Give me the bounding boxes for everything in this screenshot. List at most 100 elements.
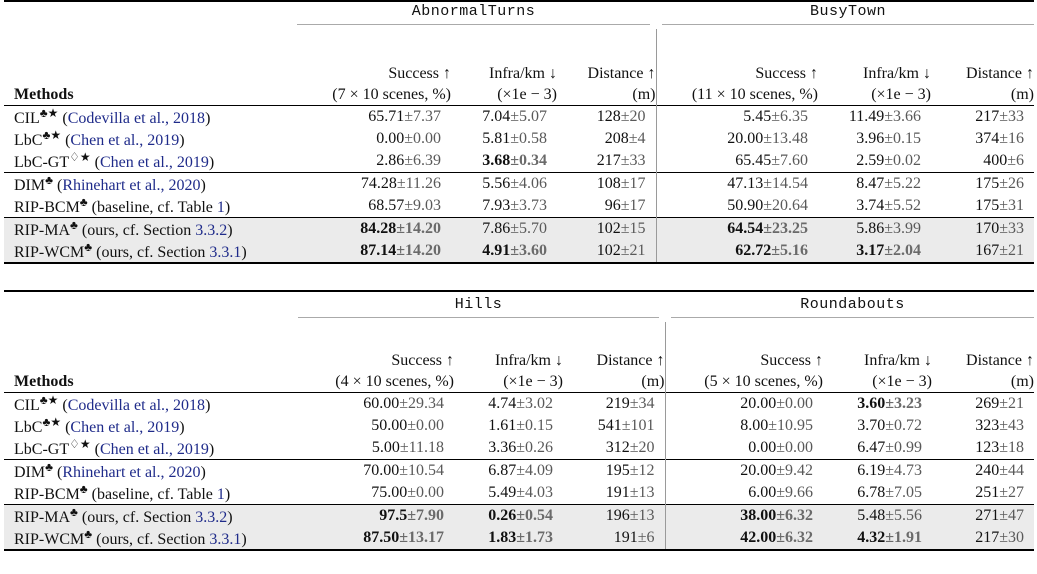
citation-link[interactable]: Codevilla et al., 2018 — [67, 396, 206, 414]
std-number: 14.20 — [405, 219, 441, 237]
citation-prefix: ( — [62, 396, 68, 414]
std-number: 7.90 — [416, 506, 444, 524]
value-cell: 374±16 — [931, 128, 1034, 150]
std-number: 5.52 — [893, 196, 921, 214]
std-value: ±27 — [999, 483, 1024, 501]
method-name: RIP-MA — [14, 221, 71, 239]
mean-value: 196 — [605, 506, 630, 524]
mean-value: 70.00 — [363, 461, 400, 479]
citation-prefix: (baseline, cf. Table — [91, 198, 217, 216]
citation-link[interactable]: 3.3.1 — [209, 530, 242, 548]
std-number: 3.73 — [519, 196, 547, 214]
value-cell: 50.90±20.64 — [656, 195, 818, 218]
value-cell: 0.00±0.00 — [289, 128, 451, 150]
value-cell: 3.36±0.26 — [454, 437, 563, 460]
std-value: ±6.32 — [776, 528, 813, 546]
value-cell: 541±101 — [563, 414, 666, 437]
citation-link[interactable]: 1 — [216, 485, 225, 503]
value-cell: 5.48±5.56 — [823, 503, 932, 527]
mean-value: 11.49 — [848, 107, 885, 125]
env-header-hills: Hills — [292, 290, 665, 322]
table-row: RIP-MA♣ (ours, cf. Section 3.3.2) 97.5±7.… — [4, 503, 1034, 527]
value-cell: 6.00±9.66 — [665, 482, 823, 505]
citation-link[interactable]: 3.3.1 — [209, 243, 242, 261]
std-number: 47 — [1008, 506, 1024, 524]
env-title: Hills — [298, 297, 659, 318]
citation-suffix: ) — [200, 463, 206, 481]
std-value: ±0.15 — [884, 129, 921, 147]
table-row: RIP-WCM♣ (ours, cf. Section 3.3.1) 87.14±… — [4, 239, 1034, 264]
success-header: Success ↑ (11 × 10 scenes, %) — [691, 64, 818, 103]
mean-value: 5.00 — [371, 438, 400, 456]
citation-link[interactable]: Rhinehart et al., 2020 — [62, 176, 201, 194]
method-name: LbC — [14, 131, 43, 149]
citation-link[interactable]: Rhinehart et al., 2020 — [62, 463, 201, 481]
method-cell: RIP-BCM♣ (baseline, cf. Table 1) — [4, 195, 289, 218]
std-value: ±4.06 — [510, 174, 547, 192]
citation-link[interactable]: 1 — [216, 198, 225, 216]
std-number: 0.34 — [519, 151, 547, 169]
table-row: RIP-WCM♣ (ours, cf. Section 3.3.1) 87.50±… — [4, 526, 1034, 551]
std-number: 0.58 — [519, 129, 547, 147]
value-cell: 123±18 — [932, 437, 1034, 460]
std-number: 6.39 — [413, 151, 441, 169]
citation-link[interactable]: 3.3.2 — [195, 508, 228, 526]
mean-value: 65.45 — [735, 151, 772, 169]
citation-link[interactable]: Chen et al., 2019 — [99, 440, 209, 458]
citation-link[interactable]: Chen et al., 2019 — [99, 153, 209, 171]
infra-header: Infra/km ↓ (×1e − 3) — [495, 351, 563, 390]
method-cell: RIP-WCM♣ (ours, cf. Section 3.3.1) — [4, 526, 292, 551]
value-cell: 5.56±4.06 — [451, 171, 557, 195]
std-value: ±9.03 — [404, 196, 441, 214]
mean-value: 7.86 — [482, 219, 511, 237]
value-cell: 5.00±11.18 — [292, 437, 454, 460]
std-value: ±21 — [999, 241, 1024, 259]
value-cell: 6.19±4.73 — [823, 458, 932, 482]
value-cell: 5.49±4.03 — [454, 482, 563, 505]
citation-link[interactable]: Codevilla et al., 2018 — [67, 109, 206, 127]
value-cell: 42.00±6.32 — [665, 526, 823, 551]
std-value: ±13.17 — [399, 528, 444, 546]
mean-value: 312 — [605, 438, 630, 456]
std-value: ±14.20 — [396, 219, 441, 237]
method-cell: RIP-MA♣ (ours, cf. Section 3.3.2) — [4, 216, 289, 240]
value-cell: 97.5±7.90 — [292, 503, 454, 527]
value-cell: 3.17±2.04 — [818, 239, 931, 264]
mean-value: 374 — [975, 129, 1000, 147]
value-cell: 102±21 — [557, 239, 657, 264]
citation-link[interactable]: 3.3.2 — [195, 221, 228, 239]
mean-value: 84.28 — [360, 219, 397, 237]
mean-value: 2.86 — [376, 151, 405, 169]
citation-link[interactable]: Chen et al., 2019 — [70, 418, 180, 436]
std-number: 7.05 — [894, 483, 922, 501]
std-number: 1.73 — [525, 528, 553, 546]
mean-value: 50.90 — [727, 196, 764, 214]
value-cell: 2.59±0.02 — [818, 150, 931, 173]
results-body: CIL♣★ (Codevilla et al., 2018) 60.00±29.3… — [4, 391, 1034, 551]
std-value: ±101 — [621, 416, 655, 434]
value-cell: 102±15 — [557, 216, 657, 240]
value-cell: 191±6 — [563, 526, 666, 551]
citation-prefix: ( — [65, 418, 71, 436]
citation-prefix: (ours, cf. Section — [96, 243, 210, 261]
value-cell: 47.13±14.54 — [656, 171, 818, 195]
method-symbols: ♣ — [70, 504, 78, 519]
method-symbols: ♣ — [84, 239, 93, 254]
std-value: ±4.09 — [516, 461, 553, 479]
infra-header: Infra/km ↓ (×1e − 3) — [863, 64, 931, 103]
std-value: ±5.07 — [510, 107, 547, 125]
std-value: ±5.22 — [884, 174, 921, 192]
std-number: 1.91 — [894, 528, 922, 546]
std-value: ±0.58 — [510, 129, 547, 147]
std-number: 30 — [1008, 528, 1024, 546]
citation-prefix: (ours, cf. Section — [81, 508, 196, 526]
std-value: ±13 — [629, 506, 655, 524]
method-name: RIP-WCM — [14, 243, 85, 261]
mean-value: 191 — [605, 483, 630, 501]
citation-link[interactable]: Chen et al., 2019 — [70, 131, 180, 149]
mean-value: 195 — [605, 461, 630, 479]
mean-value: 65.71 — [368, 107, 405, 125]
value-cell: 208±4 — [557, 127, 657, 150]
std-number: 5.56 — [894, 506, 922, 524]
results-table-1: AbnormalTurns BusyTown Methods Success ↑… — [4, 0, 1034, 264]
